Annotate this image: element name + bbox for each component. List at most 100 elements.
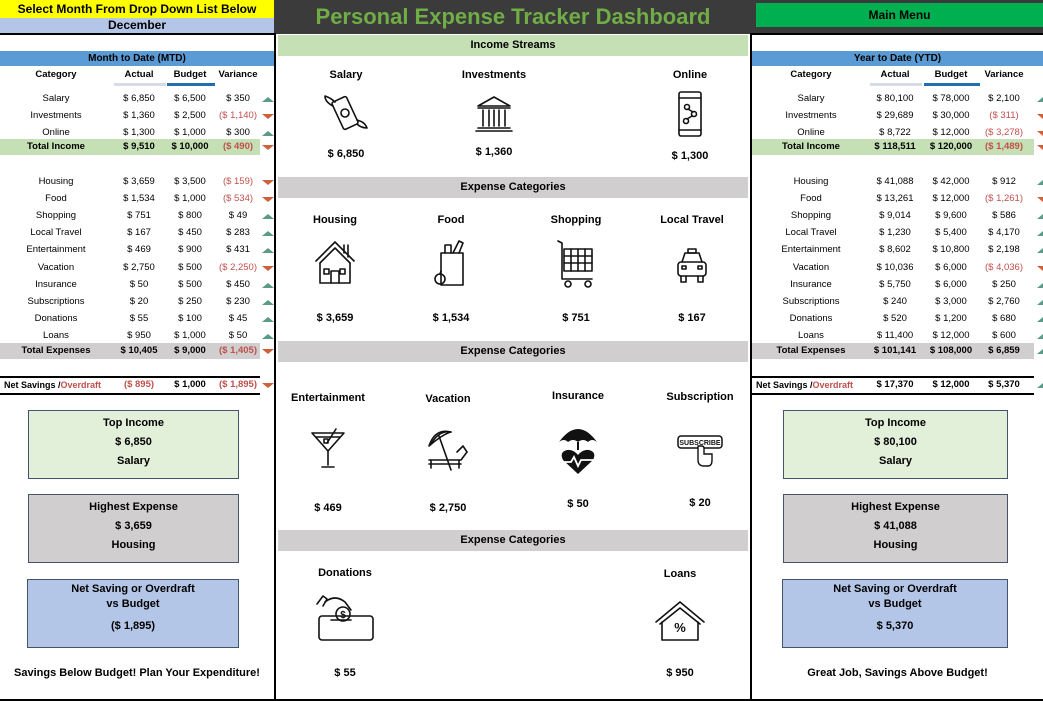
table-row: Investments $ 29,689 $ 30,000 ($ 311) [752,108,1034,124]
actual-underline [870,83,922,86]
net-saving-value: $ 5,370 [876,620,914,632]
budget-underline [924,83,980,86]
highest-expense-card: Highest Expense $ 3,659 Housing [28,494,239,563]
actual-cell: $ 80,100 [876,93,914,104]
category-tile: Online $ 1,300 [640,34,740,700]
budget-cell: $ 500 [178,278,202,290]
net-saving-title: Net Saving or Overdraft [71,583,195,595]
category-cell: Shopping [35,210,77,222]
variance-cell: ($ 4,036) [984,261,1024,273]
budget-cell: $ 1,000 [174,193,206,205]
month-select-prompt: Select Month From Drop Down List Below [0,0,274,18]
tile-label: Donations [318,567,372,579]
month-dropdown[interactable]: December [0,18,274,33]
net-savings-text: Net Savings / [4,380,61,390]
actual-cell: $ 29,689 [876,110,914,121]
category-cell: Housing [38,176,74,187]
actual-cell: $ 950 [127,329,151,341]
trend-down-icon [262,265,274,271]
table-row: Loans $ 11,400 $ 12,000 $ 600 [752,328,1034,344]
table-row: Salary $ 80,100 $ 78,000 $ 2,100 [752,91,1034,107]
variance-cell: ($ 1,140) [218,110,258,121]
trend-up-icon [1037,383,1043,388]
actual-cell: $ 101,141 [873,345,917,356]
table-row: Housing $ 3,659 $ 3,500 ($ 159) [0,174,260,190]
budget-cell: $ 108,000 [929,345,973,356]
variance-cell: $ 2,100 [988,93,1020,104]
category-cell: Total Expenses [21,345,91,356]
budget-cell: $ 30,000 [932,110,970,121]
budget-cell: $ 6,000 [935,278,967,290]
budget-underline [167,83,215,86]
trend-up-icon [1037,299,1043,305]
main-menu-button[interactable]: Main Menu [756,3,1043,27]
trend-up-icon [262,231,274,237]
category-cell: Total Income [782,141,840,152]
column-header-category: Category [35,69,77,80]
budget-cell: $ 9,000 [174,345,206,356]
trend-up-icon [262,299,274,305]
variance-cell: $ 450 [226,278,250,290]
trend-up-icon [262,248,274,254]
actual-cell: $ 240 [883,295,907,307]
tile-label: Loans [663,568,697,580]
flying-money-icon [296,92,396,137]
category-cell: Online [797,127,825,138]
actual-cell: $ 10,405 [120,345,158,356]
category-cell: Total Expenses [776,345,846,356]
category-cell: Entertainment [781,244,841,256]
tile-value: $ 3,659 [316,312,354,324]
table-row: Investments $ 1,360 $ 2,500 ($ 1,140) [0,108,260,124]
budget-cell: $ 250 [178,295,202,307]
category-cell: Donations [789,312,833,324]
table-row: Salary $ 6,850 $ 6,500 $ 350 [0,91,260,107]
category-cell: Vacation [37,261,75,273]
tile-value: $ 1,534 [432,312,470,324]
actual-cell: $ 10,036 [876,261,914,273]
divider [752,393,1034,395]
variance-cell: $ 49 [228,210,248,222]
top-income-title: Top Income [865,417,926,429]
table-row: Donations $ 55 $ 100 $ 45 [0,311,260,327]
category-tile: Insurance $ 50 [528,34,628,700]
variance-cell: ($ 490) [222,141,254,152]
trend-up-icon [262,214,274,220]
ytd-section-header: Year to Date (YTD) [752,51,1043,66]
grocery-bag-icon [401,239,501,292]
column-header-variance: Variance [218,69,258,80]
net-saving-subtitle: vs Budget [868,598,922,610]
budget-cell: $ 2,500 [174,110,206,121]
variance-cell: ($ 1,489) [984,141,1024,152]
actual-cell: $ 167 [127,227,151,239]
budget-cell: $ 3,000 [935,295,967,307]
tile-value: $ 1,300 [671,150,709,162]
total-income-row: Total Income $ 118,511 $ 120,000 ($ 1,489) [752,139,1034,155]
actual-cell: $ 20 [129,295,149,307]
actual-cell: $ 751 [127,210,151,222]
total-income-row: Total Income $ 9,510 $ 10,000 ($ 490) [0,139,260,155]
category-cell: Local Travel [785,227,837,239]
budget-cell: $ 78,000 [932,93,970,104]
column-header-budget: Budget [173,69,207,80]
top-income-name: Salary [878,455,913,467]
tile-label: Housing [313,214,357,226]
variance-cell: $ 431 [226,244,250,256]
tile-label: Local Travel [660,214,724,226]
trend-up-icon [1037,231,1043,237]
total-expenses-row: Total Expenses $ 10,405 $ 9,000 ($ 1,405) [0,343,260,359]
actual-cell: $ 1,360 [123,110,155,121]
donation-box-icon: $ [295,592,395,645]
highest-expense-title: Highest Expense [89,501,178,513]
category-tile: Food $ 1,534 [401,34,501,700]
category-tile: Vacation $ 2,750 [398,34,498,700]
budget-cell: $ 120,000 [929,141,973,152]
budget-cell: $ 5,400 [935,227,967,239]
trend-down-icon [262,349,274,354]
svg-text:%: % [674,620,686,635]
category-cell: Food [45,193,67,205]
column-header-variance: Variance [984,69,1024,80]
variance-cell: $ 6,859 [988,345,1020,356]
table-row: Subscriptions $ 240 $ 3,000 $ 2,760 [752,294,1034,310]
net-saving-subtitle: vs Budget [106,598,160,610]
actual-cell: $ 3,659 [123,176,155,187]
